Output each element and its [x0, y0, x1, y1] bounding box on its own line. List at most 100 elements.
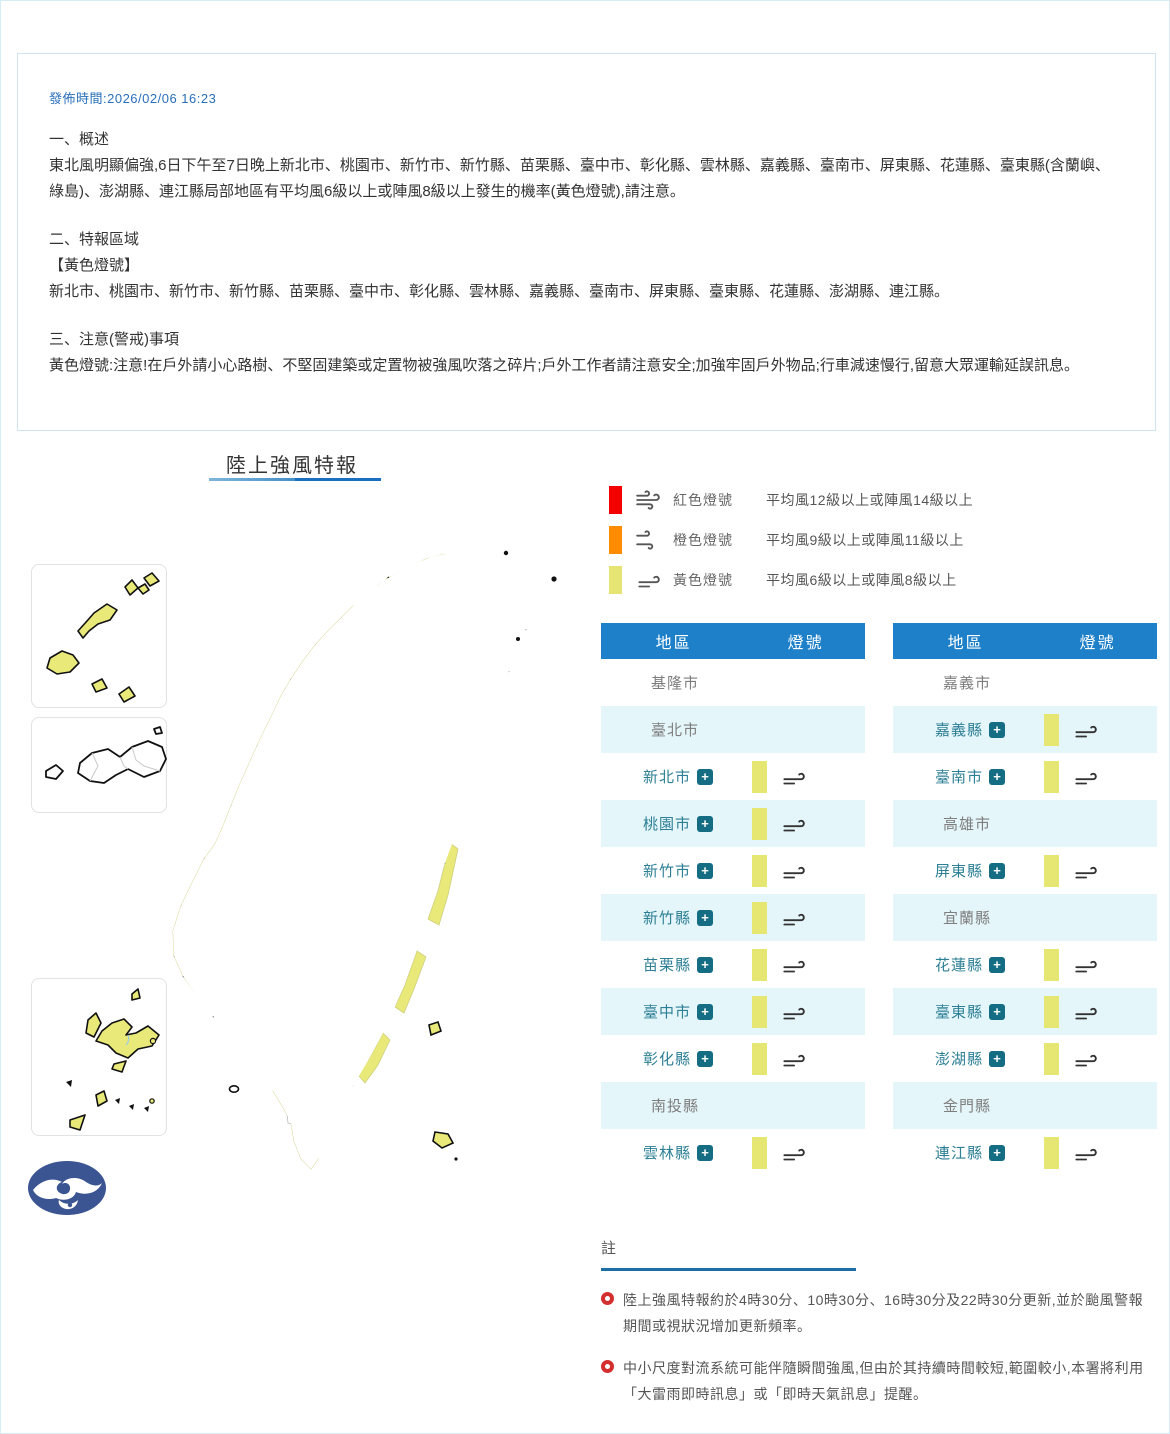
- table-row: 臺東縣 +: [893, 988, 1157, 1035]
- header-region: 地區: [947, 635, 984, 652]
- note-item: 陸上強風特報約於4時30分、10時30分、16時30分及22時30分更新,並於颱…: [601, 1287, 1157, 1339]
- region-name: 宜蘭縣: [943, 910, 992, 927]
- legend-desc: 平均風12級以上或陣風14級以上: [766, 492, 974, 508]
- expand-plus-icon[interactable]: +: [697, 909, 714, 926]
- yellow-wind-icon: [783, 913, 805, 925]
- expand-plus-icon[interactable]: +: [697, 862, 714, 879]
- region-name[interactable]: 澎湖縣: [935, 1051, 984, 1068]
- table-row: 桃園市 +: [601, 800, 865, 847]
- section-2-subheading: 【黃色燈號】: [49, 257, 140, 274]
- region-name[interactable]: 新竹縣: [643, 910, 692, 927]
- table-row: 雲林縣 +: [601, 1129, 865, 1176]
- header-signal: 燈號: [787, 635, 824, 652]
- legend-label: 橙色燈號: [673, 532, 733, 548]
- expand-plus-icon[interactable]: +: [697, 1003, 714, 1020]
- region-name[interactable]: 新北市: [643, 769, 692, 786]
- wind-signal-legend: 紅色燈號 平均風12級以上或陣風14級以上 橙色燈號 平均風9級以上或陣風11級…: [609, 485, 973, 605]
- region-name[interactable]: 屏東縣: [935, 863, 984, 880]
- expand-plus-icon[interactable]: +: [989, 721, 1006, 738]
- yellow-wind-icon: [1075, 1148, 1097, 1160]
- region-name[interactable]: 連江縣: [935, 1145, 984, 1162]
- region-name[interactable]: 臺南市: [935, 769, 984, 786]
- section-3-body: 黃色燈號:注意!在戶外請小心路樹、不堅固建築或定置物被強風吹落之碎片;戶外工作者…: [49, 357, 1080, 374]
- expand-plus-icon[interactable]: +: [697, 768, 714, 785]
- yellow-wind-icon: [783, 960, 805, 972]
- yellow-signal-bar: [752, 760, 768, 793]
- expand-plus-icon[interactable]: +: [697, 815, 714, 832]
- advisory-info-box: 發佈時間:2026/02/06 16:23 一、概述 東北風明顯偏強,6日下午至…: [17, 53, 1156, 431]
- table-header: 地區 燈號: [893, 623, 1157, 659]
- note-text: 陸上強風特報約於4時30分、10時30分、16時30分及22時30分更新,並於颱…: [623, 1292, 1144, 1334]
- table-row: 臺中市 +: [601, 988, 865, 1035]
- expand-plus-icon[interactable]: +: [697, 1050, 714, 1067]
- legend-row-yellow: 黃色燈號 平均風6級以上或陣風8級以上: [609, 565, 973, 595]
- table-row: 苗栗縣 +: [601, 941, 865, 988]
- legend-label: 紅色燈號: [673, 492, 733, 508]
- table-row: 臺北市: [601, 706, 865, 753]
- note-bullet-icon: [601, 1360, 614, 1373]
- orchid-island: [432, 1131, 455, 1149]
- section-1-heading: 一、概述: [49, 131, 110, 148]
- expand-plus-icon[interactable]: +: [989, 862, 1006, 879]
- region-name[interactable]: 嘉義縣: [935, 722, 984, 739]
- table-row: 新北市 +: [601, 753, 865, 800]
- region-name[interactable]: 彰化縣: [643, 1051, 692, 1068]
- expand-plus-icon[interactable]: +: [989, 1050, 1006, 1067]
- region-name[interactable]: 新竹市: [643, 863, 692, 880]
- cwa-logo: [26, 1159, 108, 1217]
- table-row: 澎湖縣 +: [893, 1035, 1157, 1082]
- region-table-west: 地區 燈號 基隆市臺北市新北市 + 桃園市 + 新竹市 + 新竹縣 + 苗栗縣 + 臺中市 + 彰化縣 +…: [601, 623, 865, 1176]
- yellow-wind-icon: [1075, 1007, 1097, 1019]
- table-row: 新竹縣 +: [601, 894, 865, 941]
- expand-plus-icon[interactable]: +: [989, 1144, 1006, 1161]
- section-2-body: 新北市、桃園市、新竹市、新竹縣、苗栗縣、臺中市、彰化縣、雲林縣、嘉義縣、臺南市、…: [49, 283, 950, 300]
- table-row: 臺南市 +: [893, 753, 1157, 800]
- region-name[interactable]: 臺中市: [643, 1004, 692, 1021]
- region-name: 南投縣: [651, 1098, 700, 1115]
- expand-plus-icon[interactable]: +: [697, 956, 714, 973]
- region-name: 金門縣: [943, 1098, 992, 1115]
- kinmen-map: [45, 726, 167, 784]
- yellow-signal-bar: [1044, 713, 1060, 746]
- section-1-body: 東北風明顯偏強,6日下午至7日晚上新北市、桃園市、新竹市、新竹縣、苗栗縣、臺中市…: [49, 157, 1110, 200]
- matsu-map: [46, 572, 160, 703]
- wind-2-icon: [636, 530, 654, 550]
- yellow-signal-bar: [752, 995, 768, 1028]
- matsu-islands-inset-map: [31, 564, 167, 708]
- yellow-wind-icon: [783, 866, 805, 878]
- yellow-wind-icon: [783, 1007, 805, 1019]
- yellow-wind-icon: [1075, 866, 1097, 878]
- yellow-signal-bar: [752, 807, 768, 840]
- notes-title: 註: [601, 1240, 618, 1257]
- map-title: 陸上強風特報: [226, 455, 358, 477]
- region-name: 嘉義市: [943, 675, 992, 692]
- taiwan-map: [149, 550, 557, 1171]
- legend-row-red: 紅色燈號 平均風12級以上或陣風14級以上: [609, 485, 973, 515]
- penghu-islands-inset-map: [31, 978, 167, 1136]
- yellow-signal-bar: [1044, 1136, 1060, 1169]
- expand-plus-icon[interactable]: +: [697, 1144, 714, 1161]
- map-title-underline: [209, 478, 381, 481]
- wind-3-icon: [636, 490, 660, 510]
- expand-plus-icon[interactable]: +: [989, 956, 1006, 973]
- expand-plus-icon[interactable]: +: [989, 768, 1006, 785]
- region-name[interactable]: 桃園市: [643, 816, 692, 833]
- table-row: 屏東縣 +: [893, 847, 1157, 894]
- region-name: 高雄市: [943, 816, 992, 833]
- yellow-wind-icon: [1075, 960, 1097, 972]
- section-3-heading: 三、注意(警戒)事項: [49, 331, 179, 348]
- region-name[interactable]: 苗栗縣: [643, 957, 692, 974]
- region-name: 基隆市: [651, 675, 700, 692]
- yellow-signal-bar: [1044, 995, 1060, 1028]
- table-row: 嘉義市: [893, 659, 1157, 706]
- yellow-signal-bar: [1044, 854, 1060, 887]
- red-signal-swatch: [609, 486, 622, 514]
- yellow-wind-icon: [1075, 1054, 1097, 1066]
- expand-plus-icon[interactable]: +: [989, 1003, 1006, 1020]
- header-signal: 燈號: [1079, 635, 1116, 652]
- region-name[interactable]: 花蓮縣: [935, 957, 984, 974]
- table-header: 地區 燈號: [601, 623, 865, 659]
- region-name[interactable]: 雲林縣: [643, 1145, 692, 1162]
- table-row: 基隆市: [601, 659, 865, 706]
- region-name[interactable]: 臺東縣: [935, 1004, 984, 1021]
